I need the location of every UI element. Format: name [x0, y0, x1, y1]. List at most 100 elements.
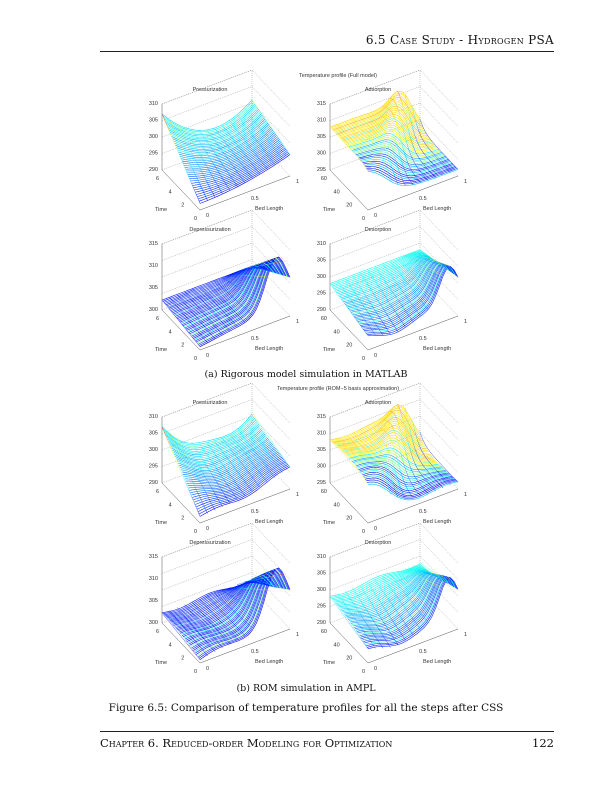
- surface-mesh-line: [236, 285, 238, 287]
- surface-mesh-line: [428, 472, 430, 474]
- surface-mesh-line: [373, 332, 375, 335]
- surface-mesh-line: [192, 185, 194, 188]
- surface-mesh-line: [246, 142, 248, 144]
- surface-mesh-line: [368, 147, 370, 150]
- surface-mesh-line: [202, 288, 204, 291]
- surface-mesh-line: [443, 467, 445, 469]
- surface-mesh-line: [279, 468, 281, 471]
- surface-mesh-line: [211, 449, 213, 451]
- surface-mesh-line: [359, 125, 361, 128]
- surface-mesh-line: [433, 270, 435, 272]
- surface-mesh-line: [218, 172, 220, 174]
- surface-mesh-line: [240, 601, 243, 603]
- surface-mesh-line: [356, 122, 358, 125]
- surface-mesh-line: [372, 166, 374, 169]
- surface-mesh-line: [212, 450, 214, 453]
- surface-mesh-line: [207, 131, 210, 133]
- surface-mesh-line: [370, 429, 372, 431]
- surface-mesh-line: [443, 154, 445, 156]
- surface-mesh-line: [360, 452, 363, 454]
- surface-mesh-line: [233, 623, 235, 625]
- surface-mesh-line: [400, 288, 402, 291]
- surface-mesh-line: [388, 271, 390, 274]
- surface-mesh-line: [392, 322, 394, 325]
- surface-mesh-line: [377, 598, 380, 600]
- surface-mesh-line: [224, 591, 226, 593]
- surface-mesh-line: [362, 443, 365, 445]
- grid-line: [251, 588, 291, 630]
- surface-mesh-line: [370, 288, 372, 291]
- grid-line: [419, 69, 459, 111]
- surface-mesh-line: [269, 454, 271, 456]
- surface-mesh-line: [383, 129, 385, 131]
- surface-mesh-line: [252, 462, 254, 465]
- surface-mesh-line: [397, 628, 400, 631]
- surface-mesh-line: [170, 446, 172, 450]
- surface-mesh-line: [350, 452, 441, 469]
- surface-mesh-line: [196, 149, 198, 151]
- surface-mesh-line: [219, 608, 221, 611]
- surface-mesh-line: [362, 454, 365, 456]
- surface-mesh-line: [245, 291, 247, 293]
- surface-mesh-line: [392, 148, 394, 152]
- surface-mesh-line: [198, 166, 200, 169]
- surface-mesh-line: [363, 153, 366, 156]
- surface-mesh-line: [204, 162, 206, 165]
- surface-mesh-line: [227, 316, 230, 318]
- surface-mesh-line: [377, 448, 380, 450]
- surface-mesh-line: [190, 622, 192, 625]
- bed-length-axis: [367, 488, 459, 524]
- surface-mesh-line: [191, 336, 193, 338]
- surface-mesh-line: [276, 135, 278, 137]
- surface-mesh-line: [377, 613, 380, 616]
- surface-mesh-line: [367, 637, 370, 639]
- surface-mesh-line: [189, 178, 191, 182]
- surface-mesh-line: [201, 323, 203, 325]
- surface-mesh-line: [332, 129, 334, 132]
- surface-mesh-line: [373, 168, 375, 171]
- surface-mesh-line: [170, 133, 172, 137]
- surface-mesh-line: [239, 431, 241, 433]
- surface-mesh-line: [233, 610, 235, 612]
- surface-mesh-line: [421, 263, 423, 265]
- surface-mesh-line: [213, 477, 215, 480]
- surface-mesh-line: [378, 614, 381, 617]
- surface-mesh-line: [452, 163, 454, 165]
- surface-mesh-line: [440, 171, 442, 174]
- surface-mesh-line: [190, 139, 193, 141]
- surface-mesh-line: [273, 131, 275, 133]
- surface-mesh-line: [339, 283, 341, 285]
- surface-mesh-line: [265, 152, 267, 154]
- surface-mesh-line: [338, 449, 340, 451]
- surface-mesh-line: [347, 135, 350, 137]
- surface-mesh-line: [183, 445, 274, 480]
- surface-mesh-line: [228, 281, 230, 283]
- surface-mesh-line: [283, 457, 285, 460]
- surface-mesh-line: [368, 472, 370, 475]
- surface-mesh-line: [193, 615, 196, 617]
- surface-mesh-line: [224, 441, 226, 443]
- surface-mesh-line: [420, 280, 422, 283]
- surface-mesh-line: [195, 160, 198, 163]
- surface-mesh-line: [437, 575, 440, 577]
- surface-mesh-line: [440, 474, 443, 477]
- surface-mesh-line: [248, 425, 250, 428]
- surface-mesh-line: [214, 302, 216, 304]
- surface-mesh-line: [236, 638, 238, 641]
- surface-mesh-line: [436, 585, 438, 587]
- surface-mesh-line: [181, 145, 183, 149]
- surface-mesh-line: [351, 301, 353, 303]
- surface-mesh-line: [224, 625, 226, 627]
- surface-mesh-line: [370, 303, 372, 305]
- surface-mesh-line: [400, 471, 402, 475]
- surface-mesh-line: [374, 131, 376, 133]
- surface-mesh-line: [215, 280, 217, 283]
- surface-mesh-line: [209, 170, 211, 173]
- surface-mesh-line: [398, 151, 400, 156]
- surface-mesh-line: [273, 460, 276, 463]
- surface-mesh-line: [237, 471, 239, 473]
- surface-mesh-line: [216, 629, 218, 631]
- surface-mesh-line: [204, 639, 206, 641]
- surface-mesh-line: [181, 311, 183, 314]
- surface-mesh-line: [212, 193, 215, 196]
